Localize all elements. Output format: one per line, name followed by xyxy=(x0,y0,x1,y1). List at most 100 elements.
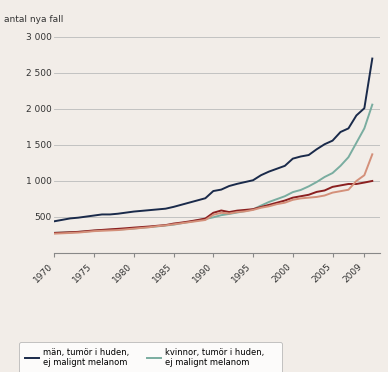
män, tumör i huden,
ej malignt melanom xyxy=(298,154,303,159)
Legend: män, tumör i huden,
ej malignt melanom, män, malignt melanom, kvinnor, tumör i h: män, tumör i huden, ej malignt melanom, … xyxy=(19,342,282,372)
män, tumör i huden,
ej malignt melanom xyxy=(267,169,271,174)
kvinnor, malignt melanom xyxy=(203,218,208,222)
kvinnor, tumör i huden,
ej malignt melanom xyxy=(155,224,160,228)
män, malignt melanom xyxy=(60,230,64,235)
kvinnor, malignt melanom xyxy=(259,205,263,210)
män, tumör i huden,
ej malignt melanom xyxy=(116,212,120,216)
Line: kvinnor, malignt melanom: kvinnor, malignt melanom xyxy=(54,154,372,234)
män, malignt melanom xyxy=(322,188,327,193)
kvinnor, tumör i huden,
ej malignt melanom xyxy=(298,188,303,192)
kvinnor, tumör i huden,
ej malignt melanom xyxy=(338,164,343,168)
kvinnor, malignt melanom xyxy=(187,220,192,224)
män, tumör i huden,
ej malignt melanom xyxy=(92,213,96,218)
män, malignt melanom xyxy=(203,216,208,221)
män, tumör i huden,
ej malignt melanom xyxy=(179,202,184,207)
kvinnor, malignt melanom xyxy=(275,202,279,206)
kvinnor, tumör i huden,
ej malignt melanom xyxy=(235,210,239,215)
kvinnor, tumör i huden,
ej malignt melanom xyxy=(132,226,136,231)
män, tumör i huden,
ej malignt melanom xyxy=(211,189,216,193)
män, malignt melanom xyxy=(354,182,359,186)
män, malignt melanom xyxy=(76,230,80,234)
kvinnor, tumör i huden,
ej malignt melanom xyxy=(92,228,96,233)
kvinnor, tumör i huden,
ej malignt melanom xyxy=(187,219,192,224)
kvinnor, tumör i huden,
ej malignt melanom xyxy=(314,180,319,184)
kvinnor, tumör i huden,
ej malignt melanom xyxy=(322,175,327,179)
kvinnor, tumör i huden,
ej malignt melanom xyxy=(123,227,128,231)
män, tumör i huden,
ej malignt melanom xyxy=(203,196,208,201)
män, malignt melanom xyxy=(362,180,367,185)
män, tumör i huden,
ej malignt melanom xyxy=(123,211,128,215)
män, tumör i huden,
ej malignt melanom xyxy=(100,212,104,217)
män, tumör i huden,
ej malignt melanom xyxy=(107,212,112,217)
män, malignt melanom xyxy=(123,226,128,231)
kvinnor, tumör i huden,
ej malignt melanom xyxy=(227,212,232,216)
kvinnor, malignt melanom xyxy=(68,231,73,235)
kvinnor, malignt melanom xyxy=(330,190,335,195)
Text: antal nya fall: antal nya fall xyxy=(4,15,63,24)
män, malignt melanom xyxy=(92,228,96,232)
kvinnor, tumör i huden,
ej malignt melanom xyxy=(116,227,120,232)
män, tumör i huden,
ej malignt melanom xyxy=(155,207,160,212)
män, malignt melanom xyxy=(282,198,287,203)
kvinnor, tumör i huden,
ej malignt melanom xyxy=(107,228,112,232)
män, malignt melanom xyxy=(298,194,303,198)
män, tumör i huden,
ej malignt melanom xyxy=(52,219,57,224)
män, tumör i huden,
ej malignt melanom xyxy=(243,180,248,184)
kvinnor, malignt melanom xyxy=(307,195,311,200)
män, malignt melanom xyxy=(251,207,255,211)
kvinnor, tumör i huden,
ej malignt melanom xyxy=(171,222,176,227)
kvinnor, tumör i huden,
ej malignt melanom xyxy=(195,218,200,223)
kvinnor, malignt melanom xyxy=(291,198,295,202)
män, malignt melanom xyxy=(291,195,295,200)
män, tumör i huden,
ej malignt melanom xyxy=(259,173,263,177)
kvinnor, tumör i huden,
ej malignt melanom xyxy=(370,102,375,107)
kvinnor, malignt melanom xyxy=(338,189,343,193)
kvinnor, tumör i huden,
ej malignt melanom xyxy=(203,217,208,221)
kvinnor, tumör i huden,
ej malignt melanom xyxy=(282,194,287,198)
kvinnor, malignt melanom xyxy=(179,221,184,225)
Line: kvinnor, tumör i huden,
ej malignt melanom: kvinnor, tumör i huden, ej malignt melan… xyxy=(54,105,372,233)
män, malignt melanom xyxy=(275,201,279,205)
kvinnor, malignt melanom xyxy=(195,219,200,223)
kvinnor, malignt melanom xyxy=(171,222,176,227)
män, malignt melanom xyxy=(211,211,216,215)
män, tumör i huden,
ej malignt melanom xyxy=(227,184,232,188)
män, malignt melanom xyxy=(370,179,375,183)
kvinnor, tumör i huden,
ej malignt melanom xyxy=(354,141,359,145)
män, tumör i huden,
ej malignt melanom xyxy=(147,208,152,212)
kvinnor, tumör i huden,
ej malignt melanom xyxy=(76,230,80,234)
män, tumör i huden,
ej malignt melanom xyxy=(282,164,287,168)
män, tumör i huden,
ej malignt melanom xyxy=(314,147,319,151)
kvinnor, malignt melanom xyxy=(147,225,152,230)
män, tumör i huden,
ej malignt melanom xyxy=(76,215,80,220)
kvinnor, malignt melanom xyxy=(219,211,223,215)
män, tumör i huden,
ej malignt melanom xyxy=(362,106,367,110)
män, malignt melanom xyxy=(139,225,144,229)
män, tumör i huden,
ej malignt melanom xyxy=(251,178,255,183)
män, malignt melanom xyxy=(132,225,136,230)
kvinnor, tumör i huden,
ej malignt melanom xyxy=(60,230,64,235)
män, tumör i huden,
ej malignt melanom xyxy=(291,156,295,161)
kvinnor, tumör i huden,
ej malignt melanom xyxy=(275,197,279,201)
män, tumör i huden,
ej malignt melanom xyxy=(68,216,73,221)
kvinnor, malignt melanom xyxy=(370,152,375,157)
kvinnor, tumör i huden,
ej malignt melanom xyxy=(100,228,104,232)
män, malignt melanom xyxy=(195,218,200,222)
män, tumör i huden,
ej malignt melanom xyxy=(132,209,136,214)
män, tumör i huden,
ej malignt melanom xyxy=(187,201,192,205)
män, tumör i huden,
ej malignt melanom xyxy=(139,209,144,213)
kvinnor, malignt melanom xyxy=(227,211,232,216)
män, tumör i huden,
ej malignt melanom xyxy=(354,113,359,118)
kvinnor, malignt melanom xyxy=(84,230,88,234)
kvinnor, malignt melanom xyxy=(235,210,239,214)
kvinnor, malignt melanom xyxy=(52,231,57,236)
Line: män, malignt melanom: män, malignt melanom xyxy=(54,181,372,233)
män, tumör i huden,
ej malignt melanom xyxy=(84,214,88,219)
män, malignt melanom xyxy=(155,224,160,228)
män, tumör i huden,
ej malignt melanom xyxy=(235,182,239,186)
kvinnor, malignt melanom xyxy=(211,212,216,217)
män, tumör i huden,
ej malignt melanom xyxy=(330,138,335,143)
kvinnor, tumör i huden,
ej malignt melanom xyxy=(211,215,216,219)
män, malignt melanom xyxy=(171,221,176,226)
män, malignt melanom xyxy=(338,183,343,187)
